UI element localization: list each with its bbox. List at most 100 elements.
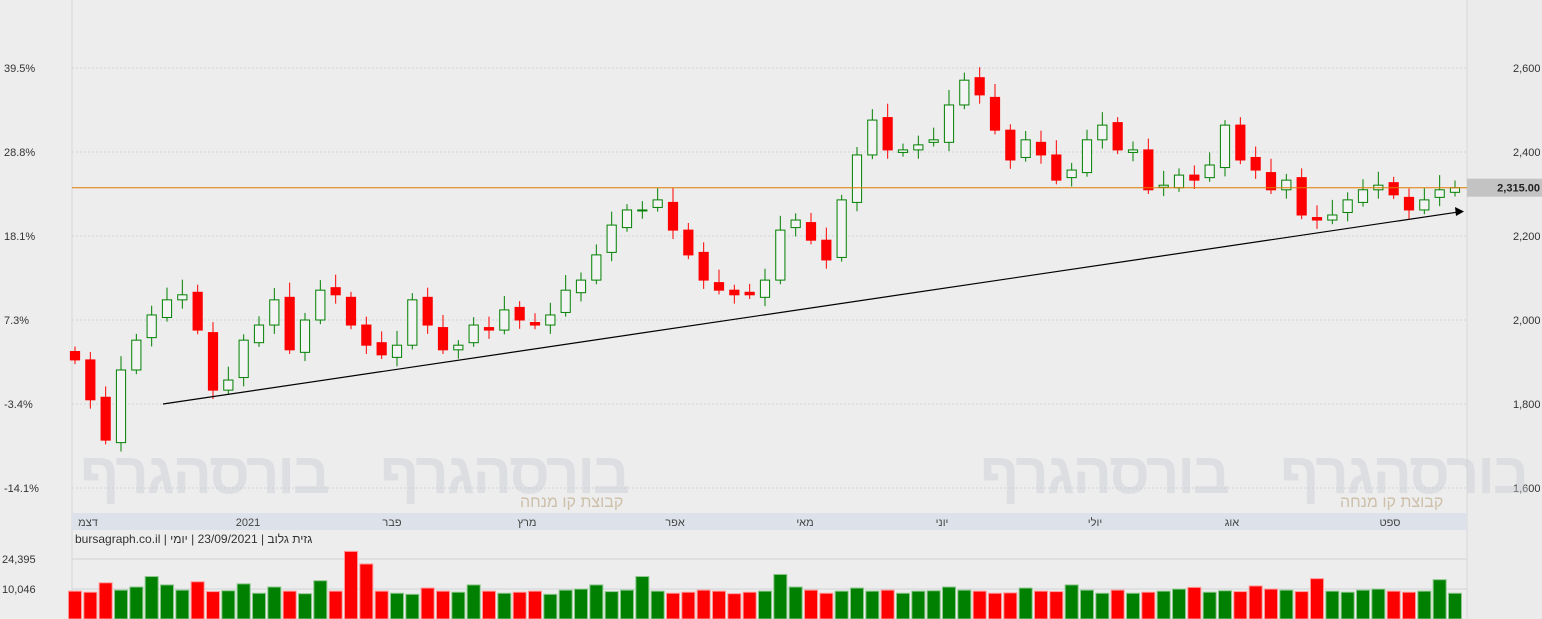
volume-bar: [619, 589, 635, 619]
candle-body: [177, 294, 188, 301]
volume-bar: [987, 592, 1003, 619]
candle: [345, 291, 357, 330]
x-axis-bar: [72, 513, 1467, 530]
volume-bar: [880, 589, 895, 619]
volume-bar: [1202, 591, 1217, 619]
y-right-tick-label: 2,400: [1513, 147, 1541, 159]
candle-body: [192, 291, 203, 331]
volume-bar: [527, 590, 543, 619]
candle-body: [606, 224, 617, 253]
volume-bar: [941, 586, 957, 619]
candle-body: [1235, 124, 1246, 161]
candle-body: [299, 319, 311, 353]
candle-body: [269, 299, 280, 326]
x-tick-label: 2021: [236, 517, 260, 529]
candle-body: [1311, 217, 1323, 221]
candle: [1219, 120, 1231, 177]
candle: [560, 275, 571, 317]
volume-bar: [604, 591, 619, 619]
candle: [391, 330, 403, 367]
candle: [69, 346, 81, 365]
volume-bar: [773, 573, 788, 619]
candle: [1419, 188, 1430, 215]
volume-bar: [328, 590, 343, 619]
volume-bar: [711, 590, 727, 619]
candle: [836, 194, 847, 262]
candle-body: [575, 279, 587, 294]
volume-bar: [665, 592, 681, 619]
volume-bar: [1340, 591, 1355, 619]
candle: [575, 272, 587, 302]
volume-bar: [497, 592, 512, 619]
y-right-tick-label: 1,800: [1513, 399, 1541, 411]
candle-body: [621, 209, 633, 229]
candle-body: [361, 324, 372, 346]
volume-bar: [389, 592, 405, 619]
candle-body: [483, 327, 495, 331]
x-tick-label: מרץ: [518, 517, 537, 529]
candle-body: [851, 154, 863, 203]
candle: [790, 213, 801, 237]
candle: [637, 201, 648, 219]
volume-bar: [1294, 591, 1309, 619]
candle-body: [253, 324, 265, 344]
candle-body: [805, 222, 817, 241]
candle: [407, 293, 418, 350]
candle-body: [913, 144, 924, 151]
volume-bar: [190, 581, 205, 619]
candle-body: [652, 199, 663, 208]
volume-bar: [957, 589, 972, 619]
volume-bar: [742, 591, 757, 619]
candle: [913, 135, 924, 159]
candle-body: [836, 199, 847, 258]
candle: [330, 274, 341, 304]
candle-body: [85, 359, 96, 401]
candle: [100, 386, 111, 445]
candle-body: [943, 104, 955, 143]
candle: [131, 333, 142, 375]
candle-body: [1296, 177, 1307, 216]
volume-bar: [1417, 590, 1432, 619]
candle-body: [759, 279, 771, 298]
candle-body: [1204, 164, 1215, 179]
volume-bar: [849, 587, 865, 619]
candle: [805, 212, 817, 245]
y-right-tick-label: 1,600: [1513, 483, 1541, 495]
candle-body: [330, 287, 341, 296]
volume-bar: [1141, 591, 1156, 619]
candle: [943, 89, 955, 152]
y-left-tick-label: -3.4%: [4, 399, 33, 411]
candle: [1081, 129, 1093, 177]
candle: [361, 316, 372, 355]
volume-bar: [343, 550, 359, 619]
candle: [897, 143, 909, 157]
candle-body: [729, 289, 740, 296]
volume-bar: [1018, 587, 1033, 619]
candle-body: [1173, 174, 1185, 189]
volume-bar: [1248, 585, 1263, 619]
volume-bar: [895, 592, 911, 619]
candle: [821, 227, 832, 269]
candle: [1235, 117, 1246, 165]
volume-bar: [650, 590, 665, 619]
trend-arrow-icon: [1455, 207, 1464, 217]
volume-bar: [1371, 588, 1386, 619]
y-left-tick-label: 18.1%: [4, 231, 35, 243]
volume-tick-label: 10,046: [2, 584, 36, 596]
volume-bar: [911, 590, 926, 619]
volume-bar: [267, 586, 282, 619]
volume-bar: [1217, 590, 1233, 619]
y-right-tick-label: 2,000: [1513, 315, 1541, 327]
candle: [1250, 146, 1261, 179]
candle-body: [667, 201, 679, 231]
volume-bar: [1033, 590, 1049, 619]
volume-bar: [83, 591, 98, 619]
y-left-tick-label: 39.5%: [4, 63, 35, 75]
candle: [667, 187, 679, 239]
volume-bar: [221, 590, 236, 619]
x-tick-label: דצמ: [78, 517, 98, 529]
candle-body: [69, 351, 81, 361]
candle-body: [1127, 149, 1139, 153]
volume-bar: [558, 589, 573, 619]
